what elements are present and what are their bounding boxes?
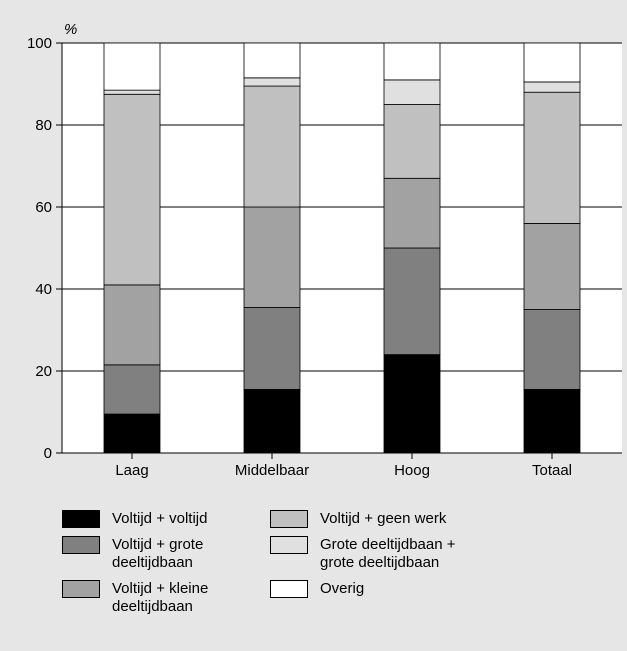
x-tick-label: Middelbaar [235, 462, 309, 479]
legend-item: Voltijd + grote deeltijdbaan [62, 536, 270, 572]
x-tick-label: Totaal [532, 462, 572, 479]
legend-label: Voltijd + voltijd [112, 510, 208, 527]
bar-segment [103, 89, 161, 95]
x-tick-label: Laag [115, 462, 148, 479]
bar-segment [103, 42, 161, 91]
bars [103, 42, 581, 454]
bar-segment [243, 206, 301, 308]
legend-item: Voltijd + voltijd [62, 510, 270, 528]
bar-segment [383, 42, 441, 81]
legend-label: Voltijd + kleine deeltijdbaan [112, 580, 209, 615]
bar-segment [243, 42, 301, 79]
bar-segment [523, 42, 581, 83]
x-tick-label: Hoog [394, 462, 430, 479]
bar-segment [383, 177, 441, 249]
y-tick-label: 80 [35, 117, 52, 134]
y-tick-label: 0 [44, 445, 52, 462]
legend-label: Grote deeltijdbaan + grote deeltijdbaan [320, 536, 456, 571]
y-tick-labels: 0 20 40 60 80 100 [27, 35, 62, 462]
legend-swatch [62, 580, 100, 598]
legend-item: Grote deeltijdbaan + grote deeltijdbaan [270, 536, 570, 572]
bar-segment [383, 104, 441, 179]
y-axis-unit-label: % [64, 21, 77, 38]
bar-segment [243, 77, 301, 87]
bar-segment [243, 85, 301, 208]
y-tick-label: 20 [35, 363, 52, 380]
bar-segment [103, 284, 161, 366]
bar-segment [523, 91, 581, 224]
legend-label: Voltijd + grote deeltijdbaan [112, 536, 204, 571]
legend-swatch [62, 510, 100, 528]
bar-segment [103, 413, 161, 454]
y-tick-label: 40 [35, 281, 52, 298]
legend: Voltijd + voltijd Voltijd + geen werk Volt… [62, 510, 602, 616]
bar-segment [383, 79, 441, 105]
legend-item: Voltijd + geen werk [270, 510, 570, 528]
legend-swatch [62, 536, 100, 554]
legend-label: Voltijd + geen werk [320, 510, 447, 527]
bar-segment [523, 222, 581, 310]
bar-segment [383, 247, 441, 355]
bar-segment [243, 307, 301, 390]
legend-label: Overig [320, 580, 365, 597]
bar-segment [103, 93, 161, 286]
y-tick-label: 60 [35, 199, 52, 216]
bar-segment [523, 389, 581, 454]
bar-segment [243, 389, 301, 454]
x-tick-labels: Laag Middelbaar Hoog Totaal [115, 453, 572, 479]
bar-segment [383, 354, 441, 454]
legend-swatch [270, 510, 308, 528]
bar-segment [103, 364, 161, 415]
bar-segment [523, 309, 581, 390]
y-tick-label: 100 [27, 35, 52, 52]
legend-swatch [270, 536, 308, 554]
bar-segment [523, 81, 581, 93]
legend-item: Overig [270, 580, 570, 616]
legend-item: Voltijd + kleine deeltijdbaan [62, 580, 270, 616]
legend-swatch [270, 580, 308, 598]
